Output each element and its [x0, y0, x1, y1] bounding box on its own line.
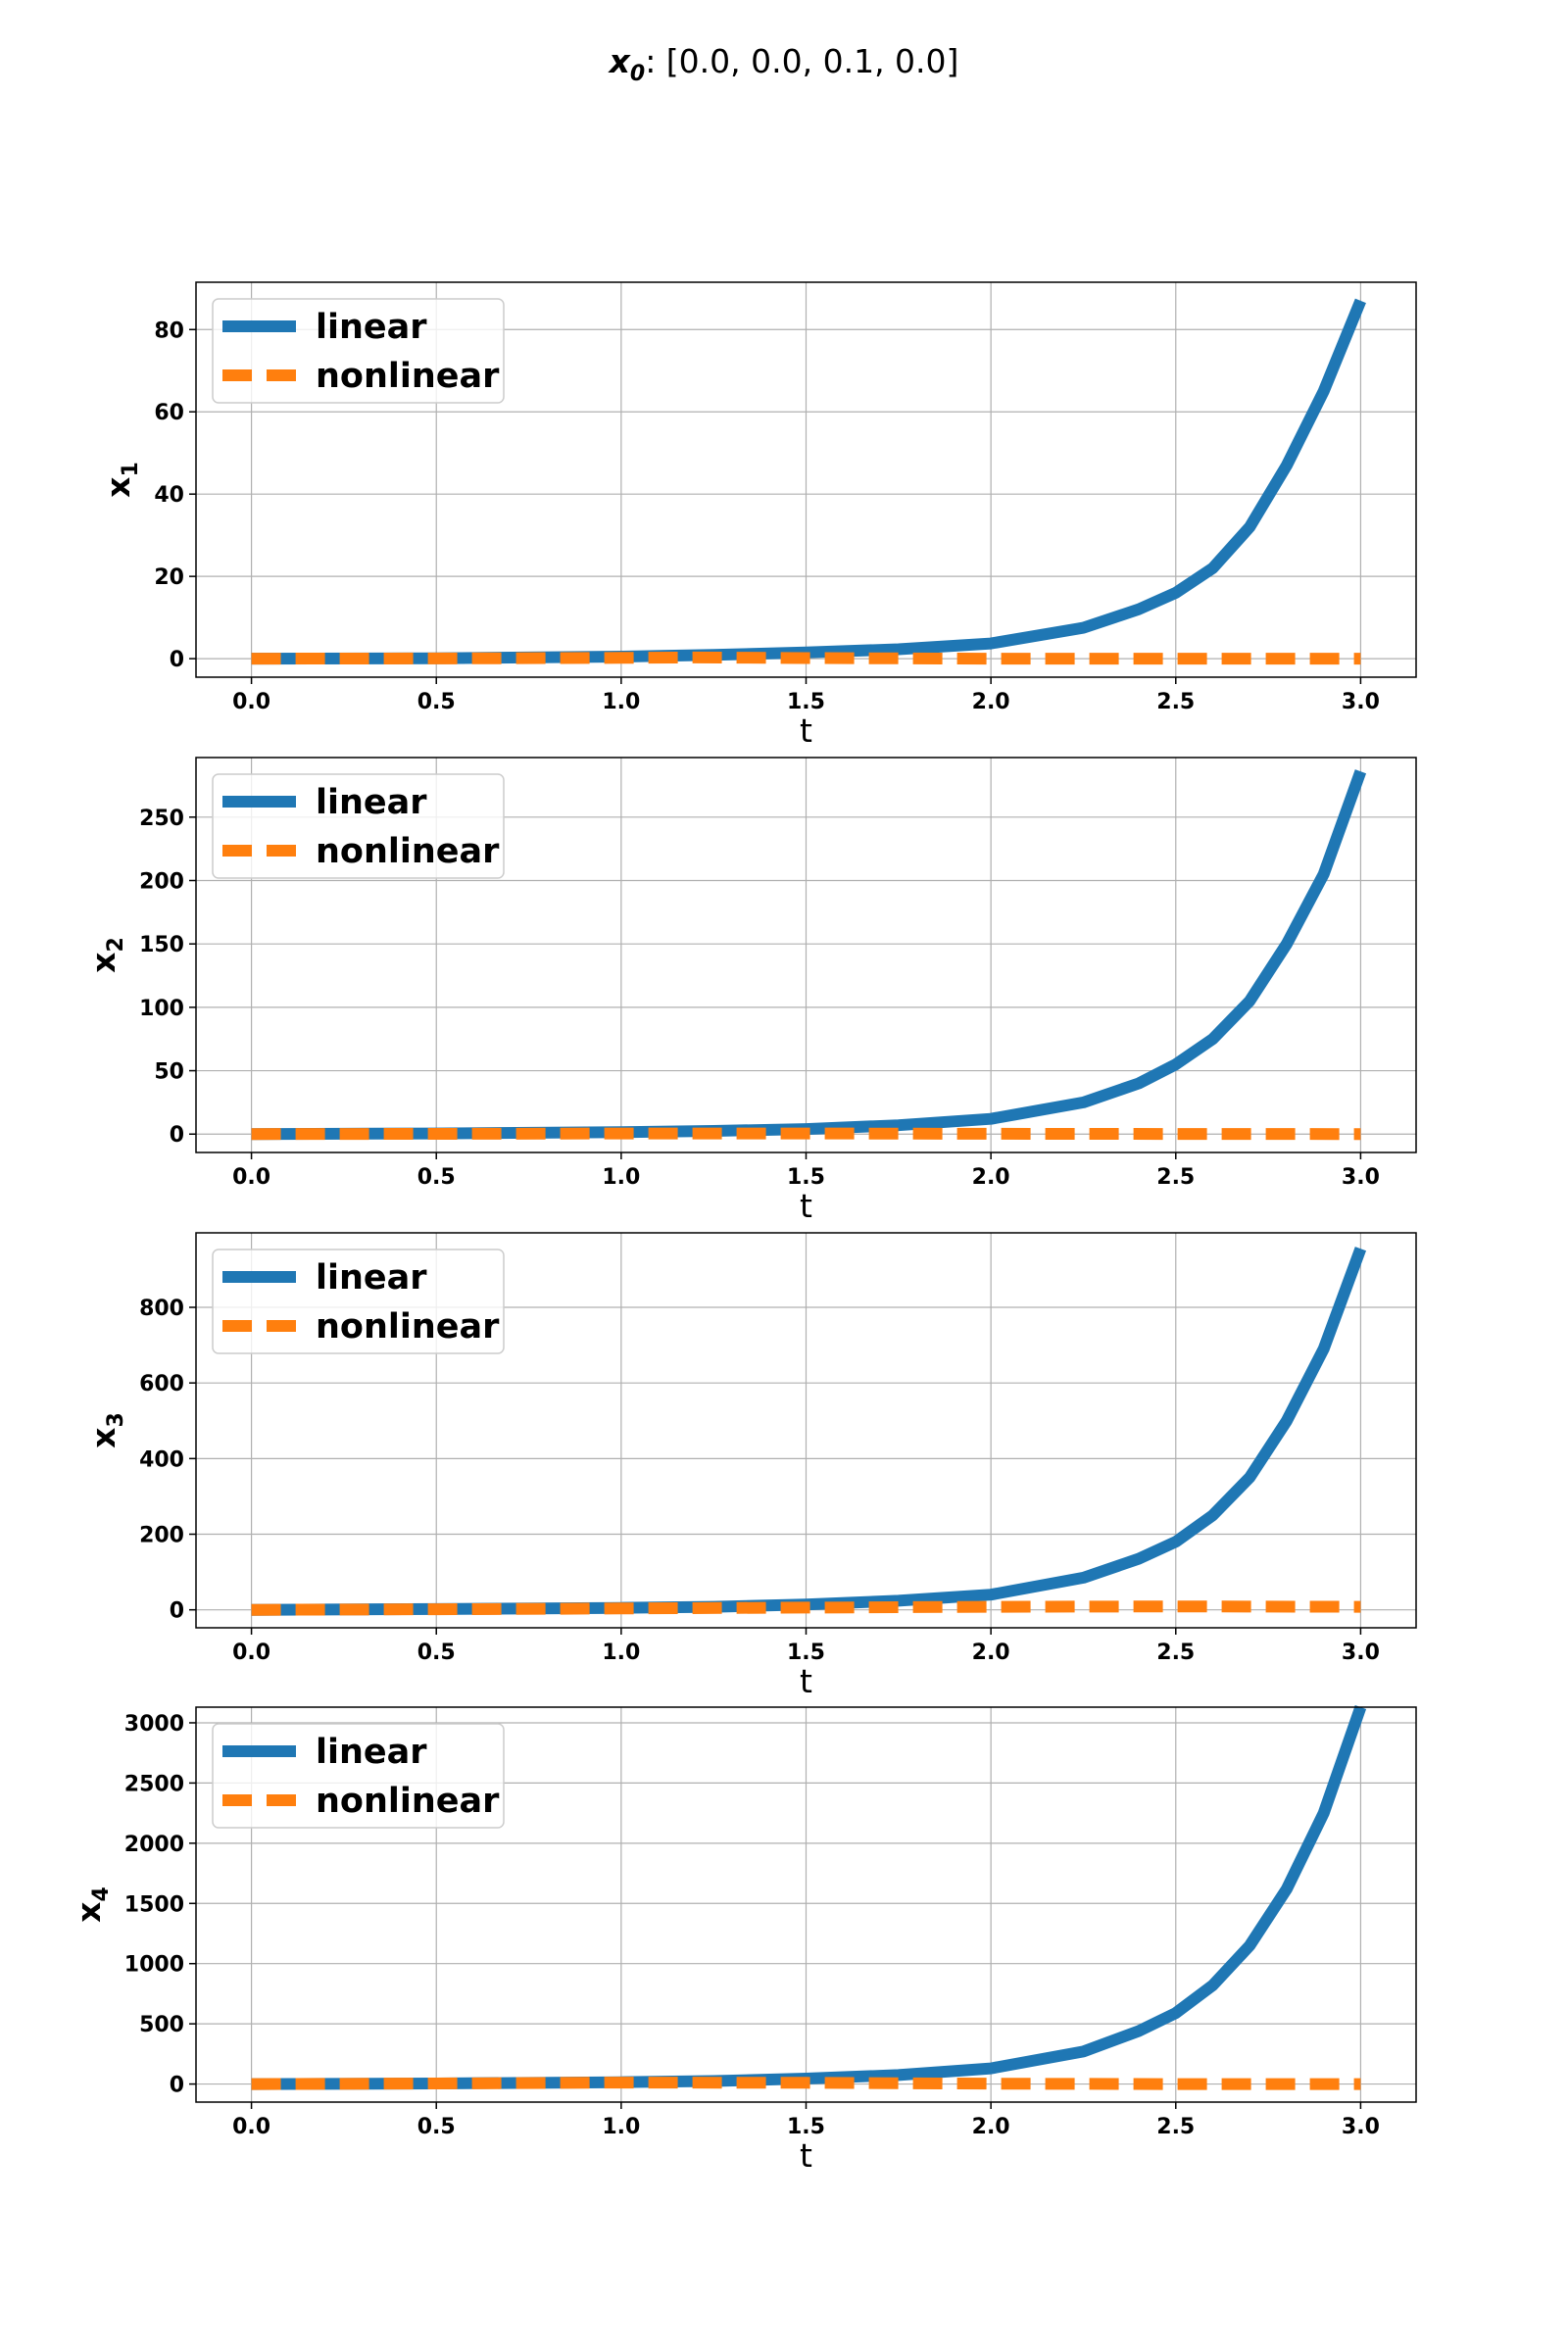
- y-tick-label: 0: [170, 2074, 184, 2098]
- x-tick-label: 0.0: [232, 2115, 270, 2139]
- y-tick-label: 50: [154, 1060, 184, 1085]
- subplot-1: 0.0 0.5 1.0 1.5 2.0 2.5 3.0 0 20 40 60 80 t x1 linear n…: [99, 281, 1417, 750]
- figure-title: x0: [0.0, 0.0, 0.1, 0.0]: [608, 42, 959, 86]
- x-tick-label: 0.5: [417, 690, 456, 714]
- legend: linear nonlinear: [212, 1723, 505, 1829]
- x-axis-label: t: [800, 1662, 812, 1700]
- legend-nonlinear-label: nonlinear: [316, 832, 500, 871]
- y-axis-label: x1: [99, 462, 143, 498]
- y-axis-label: x2: [84, 937, 128, 973]
- y-tick-label: 1500: [124, 1892, 184, 1917]
- x-tick-label: 2.0: [972, 2115, 1010, 2139]
- x-tick-label: 3.0: [1342, 690, 1380, 714]
- x-tick-label: 0.0: [232, 1641, 270, 1665]
- subplot-2: 0.0 0.5 1.0 1.5 2.0 2.5 3.0 0 50 100 150 200 250 t x2 l…: [84, 757, 1417, 1225]
- y-tick-label: 0: [170, 648, 184, 672]
- x-tick-label: 1.5: [787, 2115, 825, 2139]
- y-axis-label: x4: [70, 1886, 114, 1923]
- x-tick-label: 2.5: [1156, 2115, 1195, 2139]
- y-tick-label: 150: [139, 933, 184, 957]
- x-axis-label: t: [800, 711, 812, 750]
- legend: linear nonlinear: [212, 1249, 505, 1354]
- legend: linear nonlinear: [212, 298, 505, 404]
- y-tick-label: 100: [139, 997, 184, 1021]
- x-tick-label: 1.0: [602, 690, 640, 714]
- x-tick-label: 0.5: [417, 2115, 456, 2139]
- y-tick-label: 200: [139, 869, 184, 894]
- legend-nonlinear-label: nonlinear: [316, 1307, 500, 1347]
- x-axis-label: t: [800, 1187, 812, 1225]
- x-tick-label: 0.0: [232, 690, 270, 714]
- nonlinear-series-line: [251, 1600, 1361, 1616]
- y-tick-label: 400: [139, 1447, 184, 1472]
- y-tick-label: 20: [154, 565, 184, 590]
- x-tick-label: 1.0: [602, 2115, 640, 2139]
- y-axis-label: x3: [84, 1412, 128, 1448]
- x-tick-label: 1.5: [787, 1641, 825, 1665]
- y-tick-label: 600: [139, 1372, 184, 1396]
- legend-linear-label: linear: [316, 1733, 427, 1772]
- legend-nonlinear-label: nonlinear: [316, 357, 500, 396]
- x-tick-label: 2.0: [972, 1165, 1010, 1190]
- x-tick-label: 0.0: [232, 1165, 270, 1190]
- nonlinear-series-line: [251, 1127, 1361, 1141]
- subplots: 0.0 0.5 1.0 1.5 2.0 2.5 3.0 0 20 40 60 80 t x1 linear n…: [70, 281, 1417, 2175]
- y-tick-label: 60: [154, 401, 184, 425]
- y-tick-label: 1000: [124, 1953, 184, 1978]
- nonlinear-series-line: [251, 651, 1361, 665]
- y-tick-label: 80: [154, 318, 184, 343]
- x-tick-label: 2.5: [1156, 1641, 1195, 1665]
- subplot-3: 0.0 0.5 1.0 1.5 2.0 2.5 3.0 0 200 400 600 800 t x3 lin…: [84, 1232, 1417, 1700]
- x-axis-label: t: [800, 2136, 812, 2175]
- y-tick-label: 200: [139, 1524, 184, 1548]
- subplot-4: 0.0 0.5 1.0 1.5 2.0 2.5 3.0 0 500 1000 1500 2000 250…: [70, 1705, 1417, 2175]
- y-tick-label: 0: [170, 1599, 184, 1624]
- y-tick-label: 3000: [124, 1712, 184, 1737]
- legend: linear nonlinear: [212, 773, 505, 879]
- y-tick-label: 0: [170, 1123, 184, 1148]
- nonlinear-series-line: [251, 2077, 1361, 2090]
- x-tick-label: 1.0: [602, 1165, 640, 1190]
- y-tick-label: 2500: [124, 1772, 184, 1796]
- legend-linear-label: linear: [316, 1258, 427, 1298]
- x-tick-label: 3.0: [1342, 1641, 1380, 1665]
- y-tick-label: 40: [154, 483, 184, 508]
- x-tick-label: 0.5: [417, 1641, 456, 1665]
- legend-nonlinear-label: nonlinear: [316, 1782, 500, 1821]
- x-tick-label: 2.5: [1156, 690, 1195, 714]
- legend-linear-label: linear: [316, 308, 427, 347]
- y-tick-label: 2000: [124, 1833, 184, 1857]
- x-tick-label: 2.0: [972, 690, 1010, 714]
- y-tick-label: 800: [139, 1297, 184, 1321]
- x-tick-label: 3.0: [1342, 1165, 1380, 1190]
- y-tick-label: 500: [139, 2013, 184, 2037]
- x-tick-label: 0.5: [417, 1165, 456, 1190]
- x-tick-label: 1.0: [602, 1641, 640, 1665]
- legend-linear-label: linear: [316, 783, 427, 822]
- x-tick-label: 2.0: [972, 1641, 1010, 1665]
- y-tick-label: 250: [139, 807, 184, 831]
- x-tick-label: 3.0: [1342, 2115, 1380, 2139]
- x-tick-label: 1.5: [787, 1165, 825, 1190]
- x-tick-label: 1.5: [787, 690, 825, 714]
- x-tick-label: 2.5: [1156, 1165, 1195, 1190]
